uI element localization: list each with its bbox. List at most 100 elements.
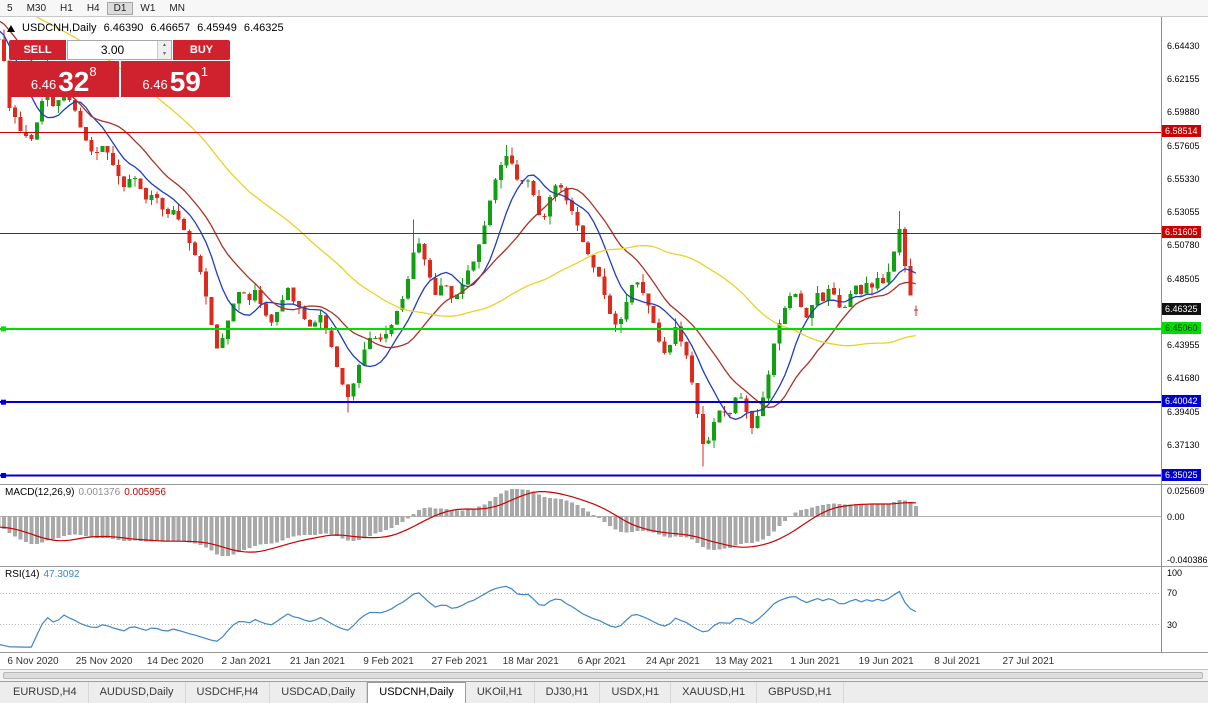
price-axis[interactable]: 6.64430 6.62155 6.59880 6.57605 6.55330 6.530… (1161, 17, 1208, 484)
buy-price-sup: 1 (200, 64, 209, 79)
timeframe-button-w1[interactable]: W1 (140, 2, 156, 14)
macd-name: MACD(12,26,9) (5, 487, 75, 498)
rsi-value: 47.3092 (43, 569, 80, 580)
date-label: 8 Jul 2021 (934, 656, 981, 667)
price-tick: 6.50780 (1167, 240, 1200, 251)
volume-spinner: ▲ ▼ (157, 41, 171, 59)
volume-control[interactable]: 3.00 ▲ ▼ (67, 40, 172, 60)
rsi-axis[interactable]: 100 70 30 (1161, 567, 1208, 652)
price-tick: 6.48505 (1167, 273, 1200, 284)
chart-title: USDCNH,Daily 6.46390 6.46657 6.45949 6.4… (7, 22, 284, 34)
date-label: 25 Nov 2020 (75, 656, 133, 667)
price-tick: 6.53055 (1167, 207, 1200, 218)
rsi-label: RSI(14) 47.3092 (5, 569, 80, 580)
macd-axis[interactable]: 0.025609 0.00 -0.040386 (1161, 485, 1208, 566)
timeframe-button-h1[interactable]: H1 (60, 2, 73, 14)
macd-panel: MACD(12,26,9) 0.001376 0.005956 0.025609 0.… (0, 484, 1208, 566)
date-label: 14 Dec 2020 (146, 656, 204, 667)
timeframe-button-5[interactable]: 5 (7, 2, 13, 14)
price-chart-panel: USDCNH,Daily 6.46390 6.46657 6.45949 6.4… (0, 17, 1208, 484)
macd-axis-label: -0.040386 (1167, 555, 1208, 565)
price-level-badge: 6.40042 (1162, 395, 1201, 408)
macd-axis-label: 0.025609 (1167, 486, 1205, 496)
volume-input[interactable]: 3.00 (100, 43, 125, 57)
date-label: 27 Jul 2021 (1002, 656, 1055, 667)
price-axis-separator (1161, 17, 1162, 652)
volume-increase-button[interactable]: ▲ (158, 41, 171, 50)
macd-label: MACD(12,26,9) 0.001376 0.005956 (5, 487, 166, 498)
buy-button[interactable]: BUY (173, 40, 230, 60)
chart-tab-ukoil-h1[interactable]: UKOil,H1 (466, 682, 535, 703)
price-tick: 6.64430 (1167, 40, 1200, 51)
sell-button[interactable]: SELL (9, 40, 66, 60)
price-level-badge: 6.58514 (1162, 125, 1201, 138)
scrollbar-thumb[interactable] (3, 672, 1203, 679)
buy-price-big: 59 (169, 66, 201, 97)
one-click-collapse-icon[interactable] (7, 24, 15, 32)
chart-symbol-label: USDCNH,Daily (22, 22, 97, 34)
rsi-axis-label: 100 (1167, 568, 1183, 578)
current-price-badge: 6.46325 (1162, 303, 1201, 316)
rsi-plot[interactable] (0, 567, 1161, 653)
macd-plot[interactable] (0, 485, 1161, 567)
buy-price-main: 6.46 (142, 77, 168, 92)
date-label: 6 Nov 2020 (7, 656, 59, 667)
price-tick: 6.62155 (1167, 74, 1200, 85)
price-tick: 6.57605 (1167, 140, 1200, 151)
price-tick: 6.37130 (1167, 439, 1200, 450)
chart-tab-usdx-h1[interactable]: USDX,H1 (600, 682, 672, 703)
sell-price-main: 6.46 (30, 77, 57, 92)
horizontal-scrollbar[interactable] (0, 669, 1208, 681)
sell-price-sup: 8 (89, 64, 97, 79)
date-label: 6 Apr 2021 (577, 656, 626, 667)
date-label: 19 Jun 2021 (858, 656, 914, 667)
rsi-axis-label: 30 (1167, 619, 1178, 630)
timeframe-button-m30[interactable]: M30 (26, 2, 47, 14)
macd-axis-label: 0.00 (1167, 511, 1185, 522)
price-plot[interactable] (0, 17, 1161, 484)
sell-price-panel[interactable]: 6.46 32 8 (9, 61, 119, 97)
chart-tab-audusd-daily[interactable]: AUDUSD,Daily (89, 682, 186, 703)
ohlc-open: 6.46390 (103, 22, 144, 34)
ohlc-close: 6.46325 (243, 22, 284, 34)
timeframe-button-d1[interactable]: D1 (106, 1, 134, 15)
timeframe-button-mn[interactable]: MN (169, 2, 185, 14)
rsi-panel: RSI(14) 47.3092 100 70 30 (0, 566, 1208, 652)
volume-decrease-button[interactable]: ▼ (158, 50, 171, 59)
price-tick: 6.39405 (1167, 406, 1200, 417)
chart-tab-usdchf-h4[interactable]: USDCHF,H4 (186, 682, 271, 703)
ohlc-low: 6.45949 (197, 22, 237, 34)
chart-tab-eurusd-h4[interactable]: EURUSD,H4 (2, 682, 89, 703)
chart-tab-usdcad-daily[interactable]: USDCAD,Daily (270, 682, 368, 703)
price-tick: 6.59880 (1167, 107, 1200, 118)
chart-tab-gbpusd-h1[interactable]: GBPUSD,H1 (757, 682, 844, 703)
price-level-badge: 6.51605 (1162, 226, 1201, 239)
date-label: 1 Jun 2021 (790, 656, 840, 667)
date-label: 2 Jan 2021 (221, 656, 272, 667)
rsi-axis-label: 70 (1167, 588, 1178, 599)
date-label: 24 Apr 2021 (645, 656, 700, 667)
chart-tab-xauusd-h1[interactable]: XAUUSD,H1 (671, 682, 758, 703)
date-label: 9 Feb 2021 (363, 656, 414, 667)
date-label: 21 Jan 2021 (289, 656, 345, 667)
date-label: 13 May 2021 (715, 656, 773, 667)
chart-tabs-bar: EURUSD,H4 AUDUSD,Daily USDCHF,H4 USDCAD,Dai… (0, 681, 1208, 703)
ohlc-high: 6.46657 (150, 22, 191, 34)
chart-tab-usdcnh-daily[interactable]: USDCNH,Daily (367, 682, 466, 703)
price-tick: 6.43955 (1167, 340, 1200, 351)
price-tick: 6.55330 (1167, 173, 1200, 184)
price-level-badge: 6.45060 (1162, 321, 1201, 334)
date-label: 18 Mar 2021 (502, 656, 559, 667)
timeframe-button-h4[interactable]: H4 (86, 2, 100, 14)
buy-price-panel[interactable]: 6.46 59 1 (120, 61, 230, 97)
macd-value: 0.001376 (78, 487, 121, 498)
date-label: 27 Feb 2021 (431, 656, 488, 667)
chart-tab-dj30-h1[interactable]: DJ30,H1 (535, 682, 601, 703)
price-level-badge: 6.35025 (1162, 468, 1201, 481)
rsi-name: RSI(14) (5, 569, 40, 580)
timeframe-toolbar: 5 M30 H1 H4 D1 W1 MN (0, 0, 1208, 17)
price-tick: 6.41680 (1167, 373, 1200, 384)
time-axis[interactable]: 6 Nov 2020 25 Nov 2020 14 Dec 2020 2 Jan 20… (0, 652, 1208, 669)
macd-signal-value: 0.005956 (124, 487, 166, 498)
